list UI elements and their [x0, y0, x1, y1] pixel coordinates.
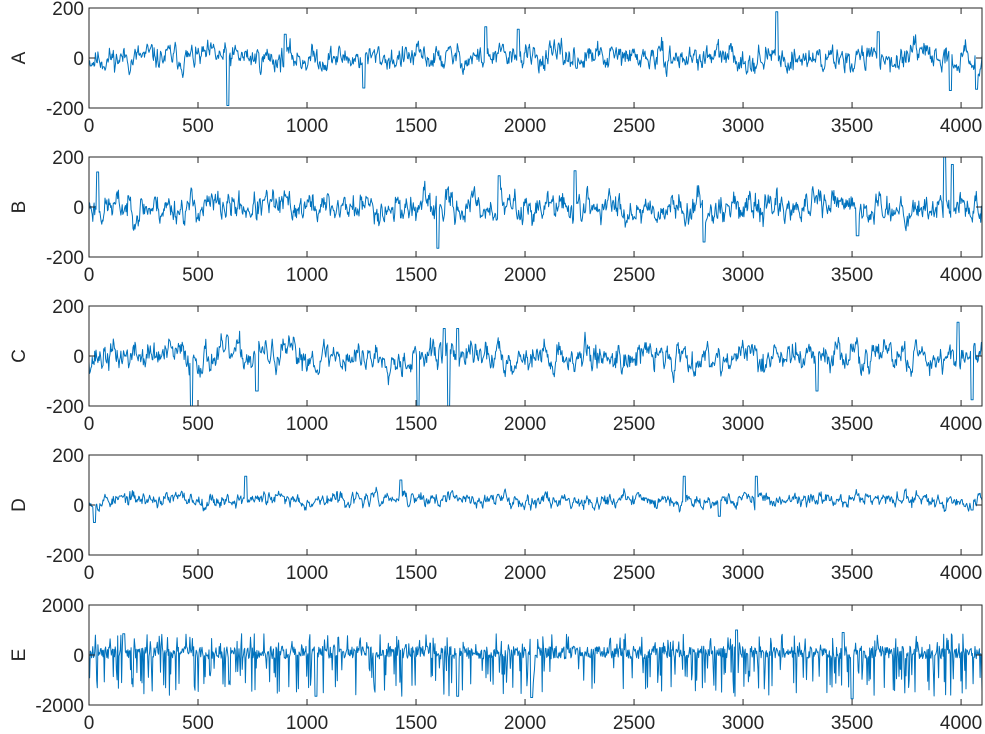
signal-line-d: [89, 475, 982, 523]
y-axis-label: C: [9, 349, 30, 363]
y-tick-label: -200: [46, 546, 84, 567]
x-tick-label: 1500: [395, 116, 437, 137]
x-tick-label: 4000: [940, 265, 982, 286]
axes-frame: [88, 305, 983, 407]
y-tick-label: -200: [46, 397, 84, 418]
y-tick-label: 0: [73, 347, 84, 368]
x-tick-label: 500: [182, 116, 214, 137]
x-tick-label: 2000: [504, 414, 546, 435]
y-axis-label: D: [9, 498, 30, 512]
y-tick-label: -200: [46, 248, 84, 269]
x-tick-label: 3000: [722, 563, 764, 584]
x-tick-label: 1000: [286, 713, 328, 734]
y-tick-label: -200: [46, 99, 84, 120]
y-axis-label: E: [9, 649, 30, 662]
x-tick-label: 3500: [831, 265, 873, 286]
x-tick-label: 2000: [504, 713, 546, 734]
x-tick-label: 1500: [395, 265, 437, 286]
x-tick-label: 0: [84, 265, 95, 286]
x-tick-label: 0: [84, 116, 95, 137]
x-tick-label: 4000: [940, 563, 982, 584]
x-tick-label: 2500: [613, 414, 655, 435]
y-tick-label: 0: [73, 496, 84, 517]
y-tick-label: 200: [52, 297, 84, 318]
x-tick-label: 2000: [504, 563, 546, 584]
x-tick-label: 3000: [722, 713, 764, 734]
x-tick-label: 1000: [286, 265, 328, 286]
x-tick-label: 3500: [831, 713, 873, 734]
x-tick-label: 1500: [395, 414, 437, 435]
x-tick-label: 1000: [286, 116, 328, 137]
x-tick-label: 3000: [722, 116, 764, 137]
x-tick-label: 1000: [286, 563, 328, 584]
y-tick-label: 0: [73, 49, 84, 70]
x-tick-label: 2500: [613, 265, 655, 286]
y-tick-label: -2000: [35, 696, 84, 717]
x-tick-label: 500: [182, 414, 214, 435]
x-tick-label: 0: [84, 713, 95, 734]
x-tick-label: 1000: [286, 414, 328, 435]
x-tick-label: 500: [182, 713, 214, 734]
x-tick-label: 500: [182, 265, 214, 286]
y-tick-label: 2000: [42, 596, 84, 617]
x-tick-label: 3000: [722, 414, 764, 435]
x-tick-label: 4000: [940, 414, 982, 435]
signal-line-e: [89, 629, 982, 700]
y-axis-label: A: [9, 51, 30, 64]
x-tick-label: 1500: [395, 563, 437, 584]
signal-line-c: [89, 321, 982, 406]
x-tick-label: 0: [84, 563, 95, 584]
x-tick-label: 2500: [613, 563, 655, 584]
x-tick-label: 2000: [504, 116, 546, 137]
x-tick-label: 3000: [722, 265, 764, 286]
y-tick-label: 200: [52, 148, 84, 169]
signal-line-a: [89, 11, 982, 106]
y-tick-label: 200: [52, 446, 84, 467]
y-tick-label: 200: [52, 0, 84, 20]
x-tick-label: 2500: [613, 713, 655, 734]
y-tick-label: 0: [73, 198, 84, 219]
x-tick-label: 2000: [504, 265, 546, 286]
x-tick-label: 4000: [940, 713, 982, 734]
x-tick-label: 1500: [395, 713, 437, 734]
x-tick-label: 0: [84, 414, 95, 435]
y-axis-label: B: [9, 201, 30, 214]
x-tick-label: 500: [182, 563, 214, 584]
x-tick-label: 3500: [831, 414, 873, 435]
y-tick-label: 0: [73, 646, 84, 667]
x-tick-label: 2500: [613, 116, 655, 137]
signal-line-b: [89, 157, 982, 249]
x-tick-label: 3500: [831, 563, 873, 584]
x-tick-label: 4000: [940, 116, 982, 137]
x-tick-label: 3500: [831, 116, 873, 137]
